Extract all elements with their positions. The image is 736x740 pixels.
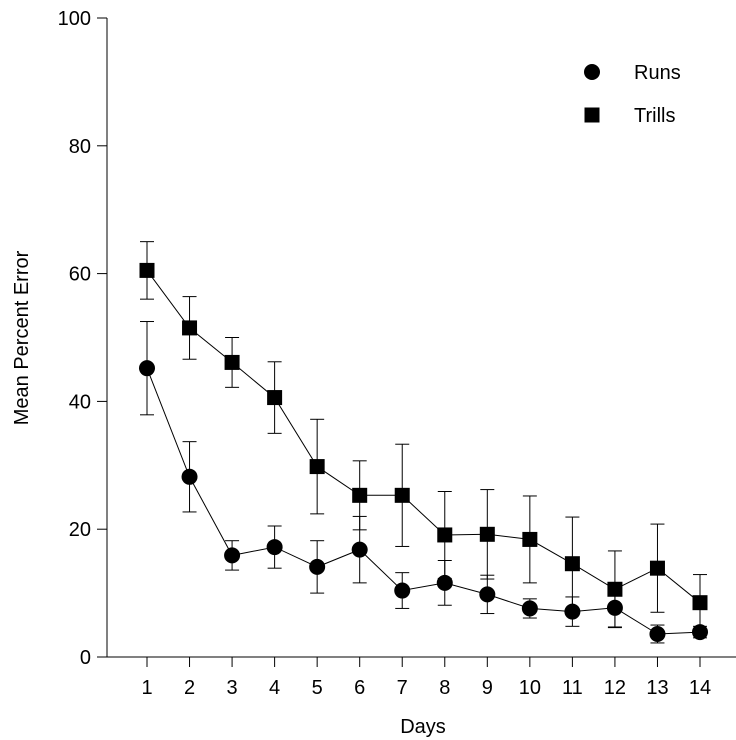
data-point-runs <box>479 586 496 603</box>
data-point-runs <box>181 468 198 485</box>
x-tick-label: 5 <box>312 677 323 699</box>
x-tick-label: 10 <box>519 677 541 699</box>
y-tick-label: 40 <box>69 391 91 413</box>
data-point-runs <box>692 624 708 641</box>
data-point-trills <box>564 556 580 572</box>
data-point-runs <box>309 558 326 575</box>
series-trills <box>139 241 708 632</box>
data-point-trills <box>224 354 240 370</box>
plot-series <box>139 241 708 644</box>
y-axis-ticks: 0 20 40 60 80 100 <box>58 8 107 669</box>
x-tick-label: 2 <box>184 677 195 699</box>
legend: Runs Trills <box>584 62 681 127</box>
data-point-trills <box>607 581 623 597</box>
data-point-trills <box>437 527 453 543</box>
data-point-trills <box>522 531 538 547</box>
data-point-runs <box>351 541 368 558</box>
y-axis-title: Mean Percent Error <box>11 250 33 425</box>
data-point-runs <box>649 625 666 642</box>
legend-item-trills: Trills <box>584 105 675 127</box>
data-point-trills <box>182 320 198 336</box>
y-tick-label: 100 <box>58 8 91 30</box>
data-point-runs <box>224 547 241 564</box>
x-tick-label: 14 <box>689 677 711 699</box>
x-axis-title: Days <box>400 716 446 738</box>
data-point-runs <box>394 582 411 599</box>
data-point-trills <box>309 459 325 475</box>
x-tick-label: 11 <box>562 677 583 699</box>
data-point-runs <box>564 603 581 620</box>
x-tick-label: 1 <box>141 677 152 699</box>
y-tick-label: 60 <box>69 264 91 286</box>
x-tick-label: 4 <box>269 677 280 699</box>
x-tick-label: 12 <box>604 677 626 699</box>
data-point-trills <box>267 390 283 406</box>
x-tick-label: 8 <box>439 677 450 699</box>
data-point-trills <box>394 487 410 503</box>
x-tick-label: 6 <box>354 677 365 699</box>
data-point-runs <box>139 360 155 377</box>
legend-item-runs: Runs <box>584 62 681 84</box>
data-point-runs <box>521 600 538 617</box>
x-tick-label: 13 <box>646 677 668 699</box>
series-runs <box>139 321 708 644</box>
data-point-runs <box>266 539 283 556</box>
data-point-trills <box>139 262 155 278</box>
y-tick-label: 20 <box>69 519 91 541</box>
legend-marker-circle <box>584 64 600 80</box>
data-point-trills <box>352 487 368 503</box>
data-point-trills <box>649 560 665 576</box>
x-tick-label: 9 <box>482 677 493 699</box>
x-tick-label: 3 <box>227 677 238 699</box>
data-point-trills <box>692 595 708 611</box>
axes <box>106 18 736 658</box>
y-tick-label: 80 <box>69 136 91 158</box>
x-axis-ticks: 1 2 3 4 5 6 7 8 9 10 11 12 13 14 <box>141 657 711 699</box>
data-point-trills <box>479 526 495 542</box>
legend-label: Runs <box>634 62 681 84</box>
legend-label: Trills <box>634 105 675 127</box>
y-tick-label: 0 <box>80 647 91 669</box>
legend-marker-square <box>584 107 600 123</box>
x-tick-label: 7 <box>397 677 408 699</box>
